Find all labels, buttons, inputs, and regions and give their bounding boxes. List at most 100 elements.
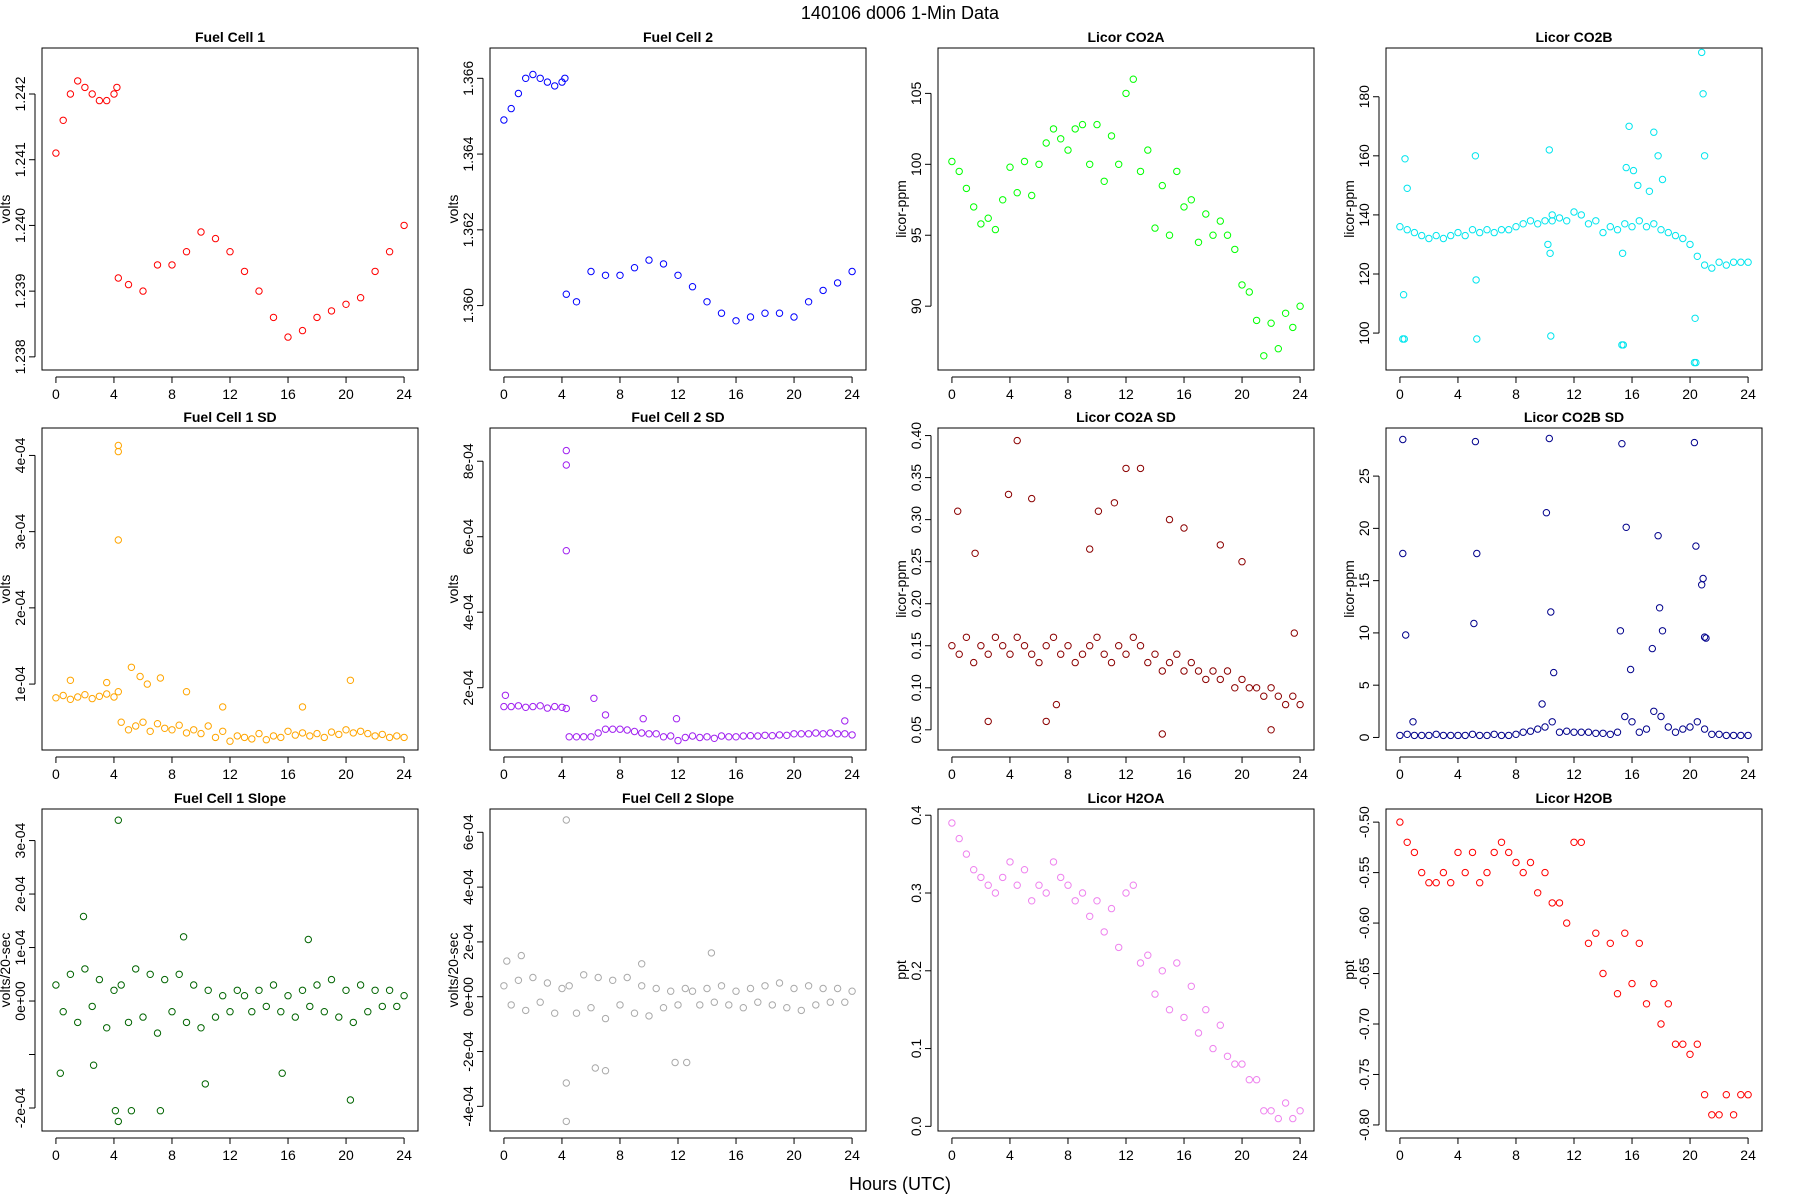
y-tick-label: 0.0 [908,1116,924,1136]
data-point [1671,231,1680,240]
x-tick-label: 24 [1292,386,1308,402]
panel-1: Fuel Cell 2 volts 0 4 8 12 16 20 24 1.360 1.362 1.3… [445,29,867,402]
data-point [683,1058,691,1067]
data-point [797,730,805,738]
x-tick-label: 16 [280,1147,296,1163]
data-point [1289,323,1297,332]
data-point [667,987,675,995]
x-tick-label: 12 [222,1147,238,1163]
data-point [761,309,769,317]
data-point [1180,1013,1188,1022]
data-point [74,77,82,85]
data-point [1470,619,1478,628]
data-point [1289,1114,1297,1123]
data-point [768,1001,776,1009]
data-point [1629,166,1638,175]
y-tick-label: 2e-04 [460,924,476,960]
panel-title: Licor CO2B [1535,29,1612,45]
data-point [977,873,985,882]
panel-7: Licor CO2B SD licor-ppm 0 4 8 12 16 20 24 0 5 10 15 2… [1341,409,1763,782]
y-tick-label: 20 [1356,520,1372,536]
y-tick-label: 1.362 [460,212,476,247]
data-point [1209,231,1217,239]
data-point [1563,727,1571,735]
data-point [1245,288,1254,296]
data-point [1122,89,1130,98]
data-point [161,975,169,984]
data-point [248,735,256,743]
x-tick-label: 12 [670,386,686,402]
plot-frame [489,808,867,1132]
data-point [1657,226,1665,234]
data-point [1013,633,1021,641]
data-point [88,1002,96,1011]
data-point [999,642,1007,650]
data-point [168,726,176,734]
data-point [385,733,394,742]
data-point [269,981,278,989]
y-tick-label: 1.240 [12,208,28,243]
data-point [95,96,104,105]
data-point [1548,899,1556,907]
data-point [819,984,827,993]
data-point [1708,264,1716,272]
data-point [1439,731,1448,740]
data-point [1650,220,1658,228]
data-point [262,736,270,744]
data-point [1260,352,1268,360]
data-point [962,633,971,641]
data-point [1476,731,1484,740]
data-point [113,83,121,92]
data-point [1136,464,1145,473]
data-point [1432,730,1440,738]
data-point [1042,717,1050,726]
data-point [1410,731,1419,740]
x-tick-label: 16 [728,766,744,782]
data-point [1512,223,1520,231]
data-point [1505,848,1513,857]
data-point [1216,217,1225,225]
y-tick-label: 25 [1356,468,1372,484]
data-point [507,104,515,113]
data-point [1100,928,1108,936]
data-point [1497,226,1506,234]
y-tick-label: 180 [1356,85,1372,109]
x-tick-label: 8 [168,766,176,782]
data-point [703,984,711,993]
data-point [710,998,718,1006]
y-tick-label: -2e-04 [12,1088,28,1129]
data-point [1577,728,1586,736]
data-point [681,733,689,742]
y-tick-label: 1.238 [12,339,28,374]
data-point [211,1013,220,1021]
x-tick-label: 20 [338,386,354,402]
data-point [371,986,379,994]
data-point [1686,1050,1694,1059]
data-point [1202,675,1210,684]
data-point [775,731,784,739]
data-point [703,298,711,306]
data-point [1592,729,1600,737]
data-point [1028,650,1036,658]
data-point [536,74,544,83]
data-point [1545,434,1554,443]
data-point [819,286,827,295]
data-point [1744,731,1752,740]
data-point [132,965,140,973]
data-point [1505,226,1513,234]
data-point [696,1001,704,1009]
data-point [1634,181,1642,190]
x-tick-label: 8 [168,1147,176,1163]
data-point [1173,650,1181,658]
data-point [1078,889,1087,897]
panel-title: Fuel Cell 1 Slope [174,790,286,806]
data-point [262,1002,270,1011]
data-point [1418,731,1426,740]
y-tick-label: 0.4 [908,805,924,825]
data-point [707,949,716,957]
data-point [1577,211,1586,219]
data-point [1635,728,1644,736]
data-point [1136,642,1145,650]
data-point [601,711,610,719]
data-point [522,1006,530,1015]
